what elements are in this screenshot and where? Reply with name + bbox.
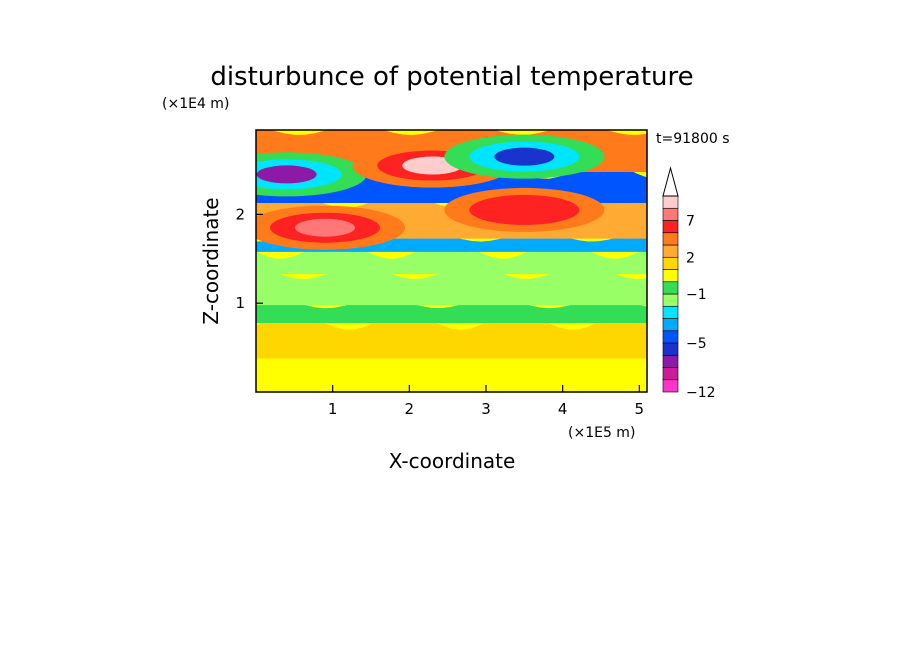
x-unit-label: (×1E5 m) (568, 425, 635, 441)
colorbar-swatch (662, 367, 679, 381)
y-tick-label: 2 (235, 205, 245, 223)
colorbar-swatch (662, 342, 679, 356)
time-label: t=91800 s (656, 131, 730, 147)
colorbar-tick-label: 7 (686, 214, 695, 230)
contour-feature (295, 218, 355, 237)
colorbar-tick-label: −12 (686, 385, 716, 401)
x-axis-label: X-coordinate (389, 449, 516, 473)
chart-title: disturbunce of potential temperature (210, 62, 693, 92)
plot-frame (255, 129, 648, 393)
colorbar-swatch (662, 281, 679, 295)
contour-band (256, 312, 647, 359)
colorbar-swatch (662, 220, 679, 234)
colorbar-extend-arrow (662, 166, 679, 197)
colorbar-tick-label: −5 (686, 336, 707, 352)
y-axis-label: Z-coordinate (199, 197, 223, 324)
contour-features (256, 134, 605, 250)
colorbar-swatch (662, 330, 679, 344)
colorbar-swatch (662, 256, 679, 270)
x-tick-label: 3 (481, 400, 491, 418)
colorbar-swatch (662, 293, 679, 307)
colorbar-swatch (662, 232, 679, 246)
x-tick-label: 5 (635, 400, 645, 418)
x-tick-label: 4 (558, 400, 568, 418)
contour-feature (256, 165, 317, 184)
y-unit-label: (×1E4 m) (162, 96, 229, 112)
y-tick-label: 1 (235, 294, 245, 312)
y-axis: 12 (235, 205, 263, 312)
colorbar-swatch (662, 354, 679, 368)
colorbar-swatch (662, 379, 679, 393)
contour-feature (494, 147, 555, 166)
x-tick-label: 1 (328, 400, 338, 418)
colorbar-swatch (662, 318, 679, 332)
colorbar-swatch (662, 244, 679, 258)
colorbar-swatch (662, 207, 679, 221)
contour-feature (494, 200, 555, 219)
contour-band (256, 265, 647, 306)
colorbar-swatch (662, 269, 679, 283)
colorbar-tick-label: −1 (686, 287, 707, 303)
colorbar-tick-label: 2 (686, 250, 695, 266)
plot-area (256, 130, 647, 392)
colorbar-swatch (662, 305, 679, 319)
colorbar: 7 2 −1 −5 −12 (662, 166, 716, 401)
x-axis: 1 2 3 4 5 (328, 385, 644, 418)
x-tick-label: 2 (405, 400, 415, 418)
colorbar-swatch (662, 195, 679, 209)
